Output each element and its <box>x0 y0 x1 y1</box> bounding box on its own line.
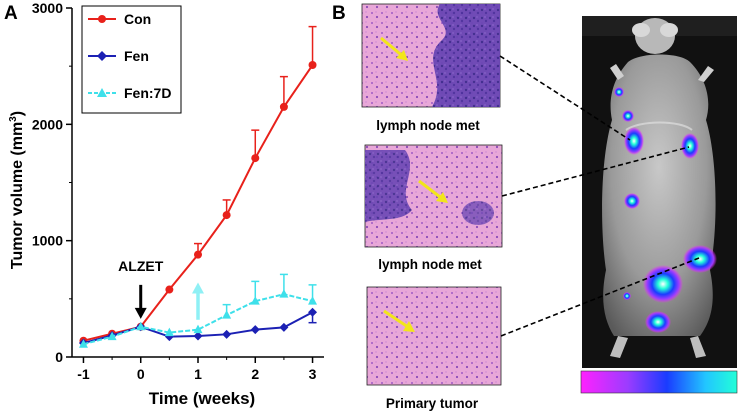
series-layer <box>78 25 318 348</box>
dense-region-2 <box>365 150 412 222</box>
data-point <box>279 289 289 298</box>
legend-marker-triangle-icon <box>97 88 107 97</box>
histology-panel-1: lymph node met <box>361 3 501 133</box>
histology-panel-2: lymph node met <box>364 144 503 272</box>
chart-legend: Con Fen Fen:7D <box>81 5 182 114</box>
signal-spot-primary <box>643 265 683 303</box>
x-tick-label: 2 <box>251 366 259 382</box>
legend-marker-circle-icon <box>98 15 106 23</box>
legend-item-fen: Fen <box>88 48 149 64</box>
tumor-volume-chart: 0 1000 2000 3000 -1 0 1 2 3 ALZET Tumor volume … <box>8 0 324 408</box>
x-tick-label: 3 <box>309 366 317 382</box>
series-line <box>83 293 313 346</box>
data-point <box>164 327 174 337</box>
down-arrow-icon <box>134 307 147 319</box>
data-point <box>279 102 288 111</box>
connector-line-3 <box>500 257 700 337</box>
y-axis-title: Tumor volume (mm3) <box>8 111 26 269</box>
connector-lines <box>499 55 700 337</box>
histology-caption-3: Primary tumor <box>386 396 479 411</box>
legend-item-fen7d: Fen:7D <box>88 85 171 101</box>
x-tick-label: 0 <box>137 366 145 382</box>
panel-b-label: B <box>332 3 346 24</box>
signal-spot-inguinal <box>683 245 717 273</box>
histology-caption-2: lymph node met <box>378 257 482 272</box>
data-point <box>107 331 117 341</box>
data-point <box>279 322 289 332</box>
y-tick-label: 2000 <box>32 116 63 132</box>
signal-spot <box>614 87 624 97</box>
color-scale-bar <box>580 370 738 394</box>
data-point <box>165 285 174 294</box>
legend-label-fen7d: Fen:7D <box>124 85 171 101</box>
data-point <box>250 325 260 335</box>
signal-spot <box>624 193 640 209</box>
x-axis: -1 0 1 2 3 <box>72 356 324 382</box>
signal-spot <box>623 292 631 300</box>
legend-label-fen: Fen <box>124 48 149 64</box>
legend-label-con: Con <box>124 11 151 27</box>
panel-a-label: A <box>4 3 18 24</box>
bioluminescence-image <box>580 16 738 394</box>
y-axis: 0 1000 2000 3000 <box>32 0 73 365</box>
series-fen7d <box>78 273 318 348</box>
up-arrow-icon <box>192 282 204 294</box>
data-point <box>250 296 260 305</box>
histology-caption-1: lymph node met <box>376 118 480 133</box>
signal-spot-axillary-right <box>681 133 699 159</box>
connector-line-2 <box>501 146 690 197</box>
x-tick-label: 1 <box>194 366 202 382</box>
annotation-layer: ALZET <box>118 258 204 320</box>
x-axis-title: Time (weeks) <box>149 389 255 408</box>
x-tick-label: -1 <box>77 366 90 382</box>
legend-item-con: Con <box>88 11 151 27</box>
y-tick-label: 3000 <box>32 0 63 16</box>
histology-image-3 <box>366 286 502 386</box>
data-point <box>251 154 260 163</box>
data-point <box>193 324 203 334</box>
signal-spot <box>622 110 634 122</box>
signal-spot <box>645 311 671 333</box>
data-point <box>78 339 88 348</box>
data-point <box>222 329 232 339</box>
dense-region-1 <box>432 4 500 107</box>
data-point <box>136 321 146 331</box>
data-point <box>222 211 231 220</box>
data-point <box>308 307 318 317</box>
signal-spot-axillary-left <box>624 127 644 155</box>
y-tick-label: 1000 <box>32 233 63 249</box>
connector-line-1 <box>499 55 631 141</box>
dense-region-2b <box>462 201 494 225</box>
data-point <box>222 310 232 319</box>
y-tick-label: 0 <box>55 349 63 365</box>
data-point <box>308 61 317 70</box>
legend-marker-diamond-icon <box>97 51 107 61</box>
data-point <box>193 331 203 341</box>
alzet-label: ALZET <box>118 258 164 274</box>
data-point <box>308 296 318 305</box>
histology-panel-3: Primary tumor <box>366 286 502 411</box>
data-point <box>194 250 202 259</box>
